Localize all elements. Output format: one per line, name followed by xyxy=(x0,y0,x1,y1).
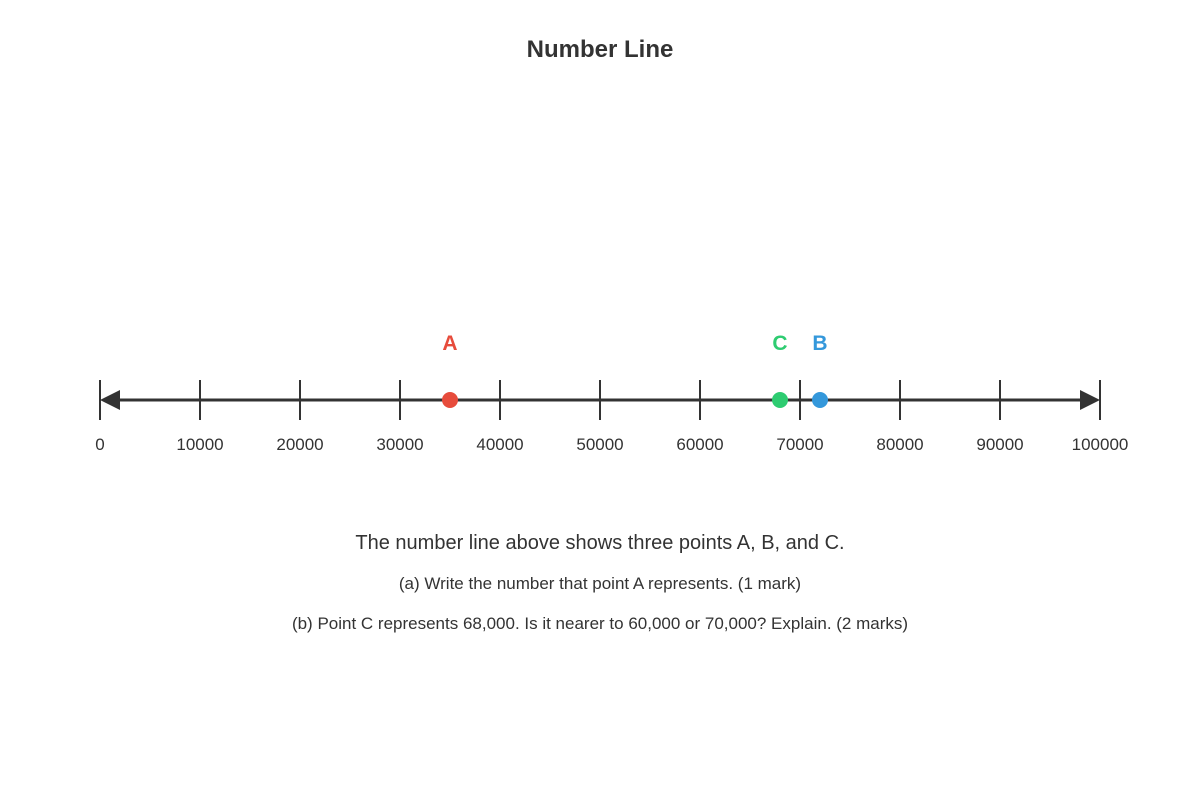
tick-label: 40000 xyxy=(476,435,523,454)
question-b: (b) Point C represents 68,000. Is it nea… xyxy=(291,614,909,633)
tick-label: 50000 xyxy=(576,435,623,454)
tick-label: 0 xyxy=(95,435,104,454)
left-arrow-icon xyxy=(100,390,120,410)
tick-label: 20000 xyxy=(276,435,323,454)
diagram-title: Number Line xyxy=(526,36,674,63)
point-b-label: B xyxy=(812,332,827,355)
question-a: (a) Write the number that point A repres… xyxy=(398,574,802,593)
tick-label: 10000 xyxy=(176,435,223,454)
tick-label: 80000 xyxy=(876,435,923,454)
point-a-marker xyxy=(442,392,458,408)
point-c-label: C xyxy=(772,332,787,355)
tick-label: 100000 xyxy=(1072,435,1129,454)
right-arrow-icon xyxy=(1080,390,1100,410)
point-b-marker xyxy=(812,392,828,408)
point-a-label: A xyxy=(442,332,457,355)
intro-text: The number line above shows three points… xyxy=(355,532,845,554)
point-c-marker xyxy=(772,392,788,408)
tick-label: 60000 xyxy=(676,435,723,454)
tick-labels: 0 10000 20000 30000 40000 50000 60000 70000 8000… xyxy=(95,435,1128,454)
tick-marks xyxy=(99,380,1101,420)
tick-label: 90000 xyxy=(976,435,1023,454)
tick-label: 30000 xyxy=(376,435,423,454)
tick-label: 70000 xyxy=(776,435,823,454)
